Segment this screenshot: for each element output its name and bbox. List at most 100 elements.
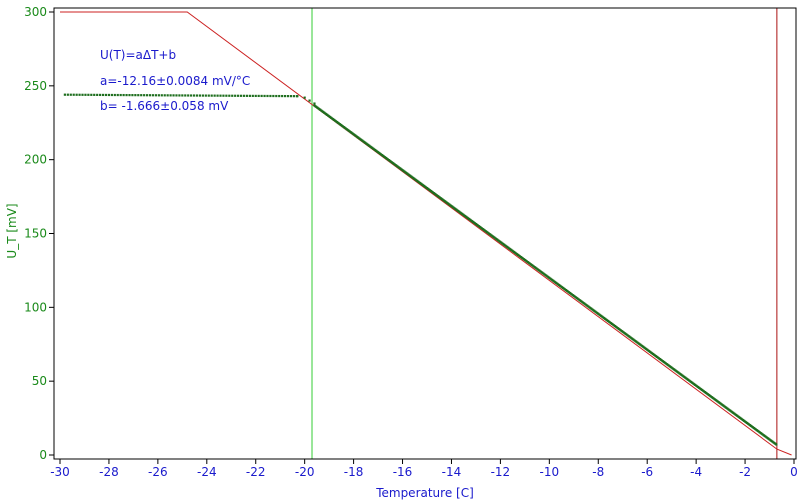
data-point	[169, 94, 172, 97]
y-tick-label: 0	[39, 448, 47, 462]
data-point	[313, 102, 316, 105]
data-point	[231, 94, 234, 97]
x-tick-label: -2	[739, 465, 751, 479]
x-tick-label: -16	[393, 465, 413, 479]
series-group	[60, 11, 792, 456]
data-point	[96, 93, 99, 96]
data-point	[125, 93, 128, 97]
y-axis: 0 50 100 150 200 250 300	[24, 5, 54, 462]
data-point	[110, 93, 113, 97]
y-axis-title: U_T [mV]	[5, 203, 19, 258]
data-point	[78, 93, 81, 96]
data-point	[181, 94, 184, 97]
data-point	[172, 94, 175, 97]
data-point	[178, 94, 181, 97]
data-point	[128, 94, 131, 97]
data-point	[72, 93, 75, 96]
data-point	[283, 94, 287, 98]
data-point	[84, 93, 87, 96]
y-tick-label: 300	[24, 5, 47, 19]
y-tick-label: 200	[24, 153, 47, 167]
data-point	[216, 94, 219, 97]
data-point	[184, 94, 187, 97]
data-point	[213, 94, 216, 97]
data-point	[219, 94, 222, 97]
x-tick-label: -20	[295, 465, 315, 479]
data-point	[116, 93, 119, 97]
x-tick-label: -6	[641, 465, 653, 479]
data-point	[281, 94, 284, 98]
data-point	[63, 93, 66, 96]
data-point	[303, 96, 306, 99]
data-point	[104, 93, 108, 97]
data-point	[157, 94, 160, 97]
data-point	[148, 94, 152, 97]
x-axis-title: Temperature [C]	[375, 486, 474, 500]
data-point	[272, 94, 275, 98]
x-tick-label: -26	[148, 465, 168, 479]
data-point	[198, 94, 202, 97]
data-point	[210, 94, 213, 97]
data-point	[160, 94, 163, 97]
data-point	[69, 93, 72, 96]
x-tick-label: 0	[790, 465, 798, 479]
data-point	[163, 94, 166, 97]
data-point	[260, 94, 263, 98]
annotation-intercept: b= -1.666±0.058 mV	[100, 99, 229, 113]
data-point	[254, 94, 257, 98]
data-point	[245, 94, 249, 97]
data-point	[195, 94, 199, 97]
data-point	[119, 93, 122, 97]
y-tick-label: 50	[32, 374, 47, 388]
data-point	[239, 94, 243, 97]
data-point	[263, 94, 266, 98]
data-point	[289, 95, 293, 98]
data-point	[242, 94, 246, 97]
data-point	[122, 93, 125, 97]
series-reference-line	[60, 11, 792, 456]
data-point	[204, 94, 207, 97]
data-point	[257, 94, 260, 98]
annotation-slope: a=-12.16±0.0084 mV/°C	[100, 74, 250, 88]
data-point	[292, 95, 295, 98]
x-tick-label: -24	[197, 465, 217, 479]
data-point	[201, 94, 204, 97]
data-point	[143, 94, 146, 97]
data-point	[275, 94, 278, 98]
x-axis: -30 -28 -26 -24 -22 -20 -18 -16 -14 -12 -10 -8 -6 -4-…	[50, 459, 798, 479]
data-point	[228, 94, 231, 97]
data-point	[66, 93, 69, 96]
data-point	[101, 93, 105, 97]
data-point	[187, 94, 190, 97]
y-tick-label: 100	[24, 300, 47, 314]
data-point	[81, 93, 84, 96]
data-point	[248, 94, 251, 97]
x-tick-label: -30	[50, 465, 70, 479]
y-tick-label: 150	[24, 227, 47, 241]
x-tick-label: -14	[442, 465, 462, 479]
data-point	[192, 94, 196, 97]
x-tick-label: -28	[99, 465, 119, 479]
data-point	[237, 94, 240, 97]
annotation-formula: U(T)=aΔT+b	[100, 48, 176, 62]
data-point	[251, 94, 254, 97]
x-tick-label: -4	[690, 465, 702, 479]
data-point	[296, 95, 299, 98]
data-point	[278, 94, 281, 98]
data-point	[137, 94, 140, 97]
x-tick-label: -22	[246, 465, 266, 479]
data-point	[269, 94, 272, 98]
data-point	[175, 94, 178, 97]
data-point	[222, 94, 225, 97]
y-tick-label: 250	[24, 79, 47, 93]
data-point	[107, 93, 111, 97]
data-point	[131, 94, 134, 97]
data-point	[308, 99, 311, 102]
data-point	[75, 93, 78, 96]
data-point	[151, 94, 155, 97]
data-point	[775, 443, 778, 446]
data-point	[266, 94, 269, 98]
data-point	[99, 93, 102, 97]
data-point	[207, 94, 210, 97]
